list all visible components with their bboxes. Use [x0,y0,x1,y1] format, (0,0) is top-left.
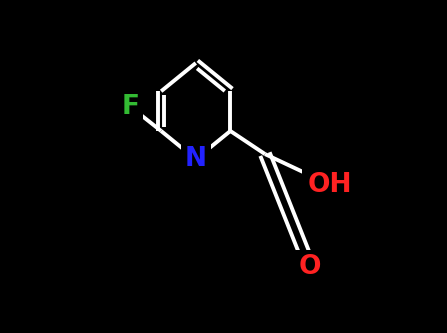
Text: N: N [185,146,207,172]
Text: OH: OH [304,169,357,200]
Text: F: F [119,91,141,122]
Text: OH: OH [308,172,353,198]
Text: F: F [122,94,139,120]
Text: O: O [299,254,321,280]
Text: N: N [182,144,209,175]
Text: O: O [296,251,324,282]
